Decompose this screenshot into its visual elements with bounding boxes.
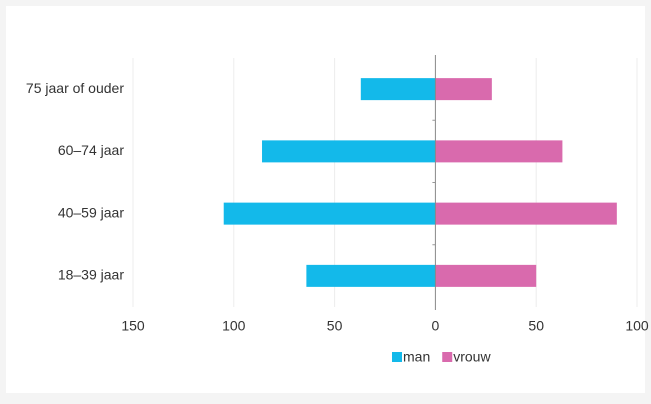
bar — [435, 78, 492, 101]
legend-label: vrouw — [453, 349, 491, 365]
bar — [306, 264, 436, 287]
x-tick-label: 100 — [625, 318, 649, 334]
bar — [435, 140, 563, 163]
bar — [435, 264, 537, 287]
x-tick-label: 100 — [222, 318, 246, 334]
legend-label: man — [403, 349, 430, 365]
y-tick-label: 60–74 jaar — [58, 142, 125, 158]
x-tick-label: 150 — [121, 318, 145, 334]
bar — [223, 202, 436, 225]
bar — [435, 202, 617, 225]
y-tick-label: 75 jaar of ouder — [26, 80, 124, 96]
y-tick-label: 40–59 jaar — [58, 204, 125, 220]
x-tick-label: 0 — [432, 318, 440, 334]
bar — [262, 140, 436, 163]
bar — [360, 78, 436, 101]
legend-swatch — [442, 352, 453, 362]
panel — [6, 6, 645, 393]
legend-swatch — [392, 352, 402, 362]
x-tick-label: 50 — [327, 318, 343, 334]
x-tick-label: 50 — [528, 318, 544, 334]
y-tick-label: 18–39 jaar — [58, 267, 125, 283]
